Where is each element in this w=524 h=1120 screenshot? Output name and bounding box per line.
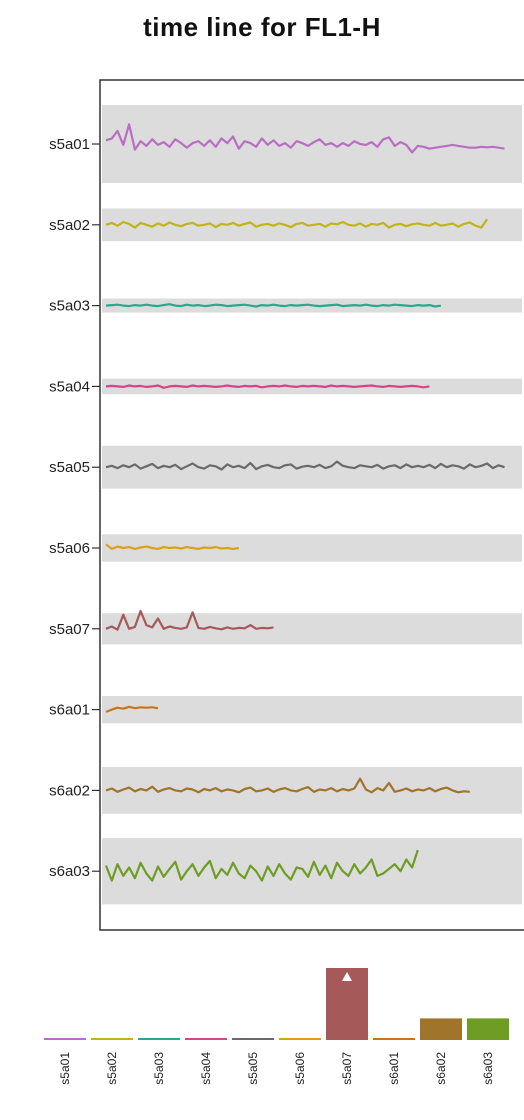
series-line-s5a01: [105, 123, 505, 154]
series-line-s6a01: [105, 705, 159, 713]
series-line-s5a07: [105, 609, 274, 631]
y-tick-label-s5a01: s5a01: [49, 136, 90, 153]
bar-label-s5a05: s5a05: [246, 1052, 260, 1085]
bar-s6a02: [420, 1018, 462, 1040]
y-tick-label-s6a02: s6a02: [49, 782, 90, 799]
y-tick-label-s5a04: s5a04: [49, 378, 90, 395]
bar-label-s5a07: s5a07: [340, 1052, 354, 1085]
band-s5a07: [102, 613, 522, 645]
highlight-marker: [342, 972, 352, 981]
y-tick-label-s6a01: s6a01: [49, 702, 90, 719]
series-line-s6a03: [104, 849, 419, 882]
series-line-s5a06: [105, 543, 239, 551]
bar-label-s5a04: s5a04: [199, 1052, 213, 1085]
plot-frame: [99, 79, 524, 931]
bar-label-s6a01: s6a01: [387, 1052, 401, 1085]
series-line-s6a02: [105, 777, 470, 794]
band-s6a03: [102, 838, 522, 905]
bar-label-s5a06: s5a06: [293, 1052, 307, 1085]
bar-chart: s5a01 s5a02 s5a03 s5a04 s5a05 s5a06 s5a07 s6a01…: [44, 968, 509, 1085]
chart-title: time line for FL1-H: [143, 12, 381, 42]
y-tick-label-s5a03: s5a03: [49, 298, 90, 315]
y-tick-label-s5a06: s5a06: [49, 540, 90, 557]
series-line-s5a04: [105, 384, 430, 389]
series-line-s5a03: [105, 303, 442, 308]
bar-label-s5a01: s5a01: [58, 1052, 72, 1085]
y-axis: s5a01 s5a02 s5a03 s5a04 s5a05 s5a06 s5a07 s6a01…: [49, 136, 100, 880]
band-s6a01: [102, 695, 522, 724]
series-layer: [104, 123, 505, 882]
y-tick-label-s5a02: s5a02: [49, 217, 90, 234]
y-tick-label-s5a07: s5a07: [49, 621, 90, 638]
y-tick-label-s6a03: s6a03: [49, 863, 90, 880]
bar-label-s5a02: s5a02: [105, 1052, 119, 1085]
series-line-s5a05: [105, 460, 505, 471]
bar-s6a03: [467, 1018, 509, 1040]
bar-label-s5a03: s5a03: [152, 1052, 166, 1085]
bar-label-s6a03: s6a03: [481, 1052, 495, 1085]
bar-label-s6a02: s6a02: [434, 1052, 448, 1085]
y-tick-label-s5a05: s5a05: [49, 459, 90, 476]
series-line-s5a02: [105, 218, 489, 229]
